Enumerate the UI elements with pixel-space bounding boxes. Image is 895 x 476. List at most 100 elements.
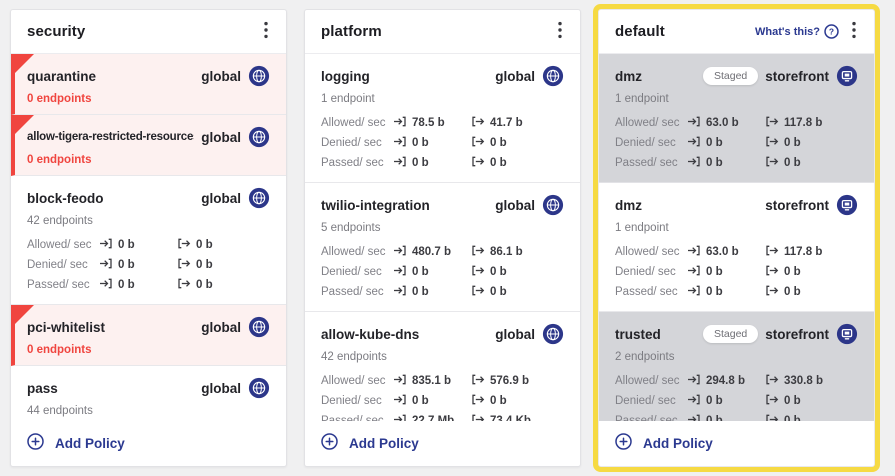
stat-inbound: 480.7 b bbox=[393, 245, 471, 259]
stat-outbound-value: 0 b bbox=[784, 415, 801, 421]
stat-row-allowed: Allowed/ sec 480.7 b 86.1 b bbox=[321, 242, 564, 262]
outbound-arrow-icon bbox=[471, 156, 485, 170]
outbound-arrow-icon bbox=[471, 245, 485, 259]
policy-name: logging bbox=[321, 68, 370, 84]
stat-inbound: 0 b bbox=[687, 285, 765, 299]
stat-outbound: 0 b bbox=[765, 414, 801, 421]
stat-label: Passed/ sec bbox=[27, 279, 90, 291]
policy-card[interactable]: allow-kube-dns global 42 endpoints Allowed/… bbox=[305, 312, 580, 421]
policy-card[interactable]: quarantine global 0 endpoints bbox=[11, 54, 286, 115]
policy-scope-label: global bbox=[495, 326, 535, 342]
stat-outbound-value: 0 b bbox=[490, 266, 507, 278]
tier-menu-button[interactable] bbox=[848, 19, 860, 44]
endpoints-count: 1 endpoint bbox=[615, 222, 669, 234]
policy-card[interactable]: dmz Staged storefront 1 endpoint Allowed/ se… bbox=[599, 54, 874, 183]
policy-card[interactable]: dmz storefront 1 endpoint Allowed/ sec 63.0 … bbox=[599, 183, 874, 312]
endpoints-count: 1 endpoint bbox=[615, 93, 669, 105]
stat-outbound-value: 0 b bbox=[196, 279, 213, 291]
inbound-arrow-icon bbox=[687, 374, 701, 388]
policy-card[interactable]: block-feodo global 42 endpoints Allowed/ se… bbox=[11, 176, 286, 305]
outbound-arrow-icon bbox=[765, 394, 779, 408]
policy-card-header: allow-kube-dns global bbox=[321, 323, 564, 345]
tier-title: security bbox=[27, 23, 86, 40]
policy-card[interactable]: pci-whitelist global 0 endpoints bbox=[11, 305, 286, 366]
stat-inbound: 0 b bbox=[687, 414, 765, 421]
outbound-arrow-icon bbox=[471, 136, 485, 150]
stat-outbound: 0 b bbox=[471, 394, 507, 408]
stat-inbound-value: 0 b bbox=[118, 239, 135, 251]
policy-stats: Allowed/ sec 480.7 b 86.1 b Denied/ sec 0 b 0… bbox=[321, 242, 564, 302]
stat-inbound: 63.0 b bbox=[687, 116, 765, 130]
add-policy-button[interactable]: Add Policy bbox=[599, 421, 874, 466]
tier-title: default bbox=[615, 23, 665, 40]
stat-outbound: 0 b bbox=[177, 278, 213, 292]
tier-menu-button[interactable] bbox=[260, 19, 272, 44]
kebab-icon bbox=[264, 21, 268, 42]
stat-inbound: 0 b bbox=[393, 136, 471, 150]
stat-row-allowed: Allowed/ sec 294.8 b 330.8 b bbox=[615, 371, 858, 391]
stat-label: Passed/ sec bbox=[321, 286, 384, 298]
policy-stats: Allowed/ sec 78.5 b 41.7 b Denied/ sec 0 b 0 … bbox=[321, 113, 564, 173]
tier-body: quarantine global 0 endpoints allow-tigera-… bbox=[11, 54, 286, 421]
globe-icon bbox=[248, 316, 270, 338]
stat-inbound-value: 480.7 b bbox=[412, 246, 451, 258]
tier-body: logging global 1 endpoint Allowed/ sec 78.5 … bbox=[305, 54, 580, 421]
stat-outbound-value: 0 b bbox=[784, 266, 801, 278]
stat-inbound-value: 63.0 b bbox=[706, 117, 739, 129]
outbound-arrow-icon bbox=[765, 245, 779, 259]
add-policy-label: Add Policy bbox=[643, 436, 713, 451]
policy-card[interactable]: trusted Staged storefront 2 endpoints Allowe… bbox=[599, 312, 874, 421]
policy-card-header: trusted Staged storefront bbox=[615, 323, 858, 345]
stat-inbound-value: 22.7 Mb bbox=[412, 415, 455, 421]
stat-inbound: 0 b bbox=[687, 265, 765, 279]
stat-outbound-value: 576.9 b bbox=[490, 375, 529, 387]
policy-card[interactable]: logging global 1 endpoint Allowed/ sec 78.5 … bbox=[305, 54, 580, 183]
stat-outbound: 73.4 Kb bbox=[471, 414, 531, 421]
stat-inbound: 78.5 b bbox=[393, 116, 471, 130]
stat-inbound: 0 b bbox=[393, 285, 471, 299]
tier-header-actions: What's this?? bbox=[755, 19, 860, 44]
inbound-arrow-icon bbox=[687, 414, 701, 421]
tier-title: platform bbox=[321, 23, 382, 40]
tier-header: platform bbox=[305, 10, 580, 54]
stat-outbound-value: 0 b bbox=[490, 395, 507, 407]
stat-row-allowed: Allowed/ sec 78.5 b 41.7 b bbox=[321, 113, 564, 133]
tier-menu-button[interactable] bbox=[554, 19, 566, 44]
stat-inbound: 63.0 b bbox=[687, 245, 765, 259]
stat-label: Allowed/ sec bbox=[321, 246, 386, 258]
policy-card[interactable]: twilio-integration global 5 endpoints Allow… bbox=[305, 183, 580, 312]
add-policy-button[interactable]: Add Policy bbox=[11, 421, 286, 466]
outbound-arrow-icon bbox=[765, 285, 779, 299]
stat-row-passed: Passed/ sec 0 b 0 b bbox=[321, 153, 564, 173]
staged-badge: Staged bbox=[702, 325, 759, 343]
stat-outbound-value: 73.4 Kb bbox=[490, 415, 531, 421]
tier-header-actions bbox=[260, 19, 272, 44]
outbound-arrow-icon bbox=[471, 394, 485, 408]
policy-card[interactable]: allow-tigera-restricted-resources global 0… bbox=[11, 115, 286, 176]
endpoints-count: 1 endpoint bbox=[321, 93, 375, 105]
policy-card-header: pci-whitelist global bbox=[27, 316, 270, 338]
namespace-icon bbox=[836, 194, 858, 216]
stat-outbound: 330.8 b bbox=[765, 374, 823, 388]
tier-header: default What's this?? bbox=[599, 10, 874, 54]
outbound-arrow-icon bbox=[471, 116, 485, 130]
globe-icon bbox=[248, 187, 270, 209]
policy-name: trusted bbox=[615, 326, 661, 342]
stat-inbound: 0 b bbox=[393, 265, 471, 279]
outbound-arrow-icon bbox=[177, 258, 191, 272]
svg-text:?: ? bbox=[829, 27, 834, 37]
stat-label: Denied/ sec bbox=[615, 266, 676, 278]
stat-inbound: 0 b bbox=[687, 136, 765, 150]
stat-outbound: 0 b bbox=[765, 265, 801, 279]
policy-stats: Allowed/ sec 63.0 b 117.8 b Denied/ sec 0 b 0… bbox=[615, 113, 858, 173]
stat-outbound-value: 0 b bbox=[196, 259, 213, 271]
outbound-arrow-icon bbox=[471, 285, 485, 299]
kebab-icon bbox=[558, 21, 562, 42]
stat-inbound-value: 0 b bbox=[706, 286, 723, 298]
stat-inbound-value: 0 b bbox=[118, 279, 135, 291]
stat-outbound: 0 b bbox=[471, 156, 507, 170]
add-policy-button[interactable]: Add Policy bbox=[305, 421, 580, 466]
whats-this-link[interactable]: What's this?? bbox=[755, 24, 839, 39]
globe-icon bbox=[542, 194, 564, 216]
